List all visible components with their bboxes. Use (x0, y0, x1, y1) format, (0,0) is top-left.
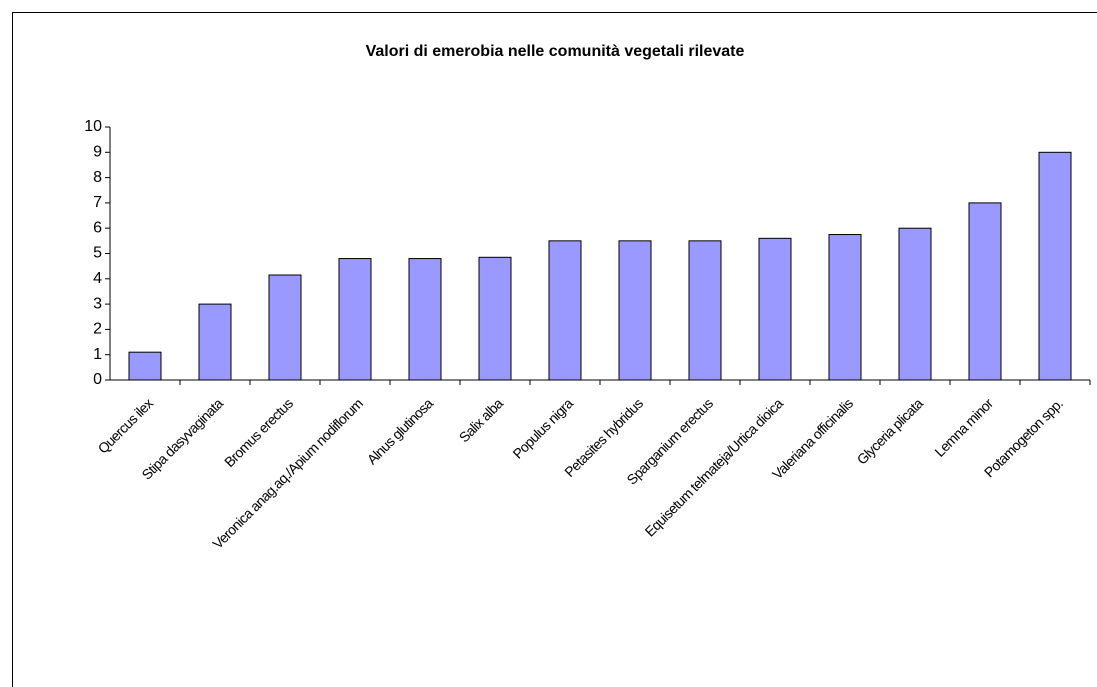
chart-title: Valori di emerobia nelle comunità vegeta… (366, 43, 745, 60)
y-tick-label: 9 (93, 144, 102, 161)
bar (618, 240, 652, 381)
y-tick-label: 4 (93, 270, 102, 287)
bar (1038, 151, 1072, 381)
y-tick-label: 6 (93, 219, 102, 236)
bar (268, 274, 302, 381)
y-tick-label: 0 (93, 371, 102, 388)
bar (548, 240, 582, 381)
bar (478, 256, 512, 381)
y-tick-label: 8 (93, 169, 102, 186)
bar (128, 351, 162, 381)
bar (828, 234, 862, 381)
bar (968, 202, 1002, 381)
bar (898, 227, 932, 381)
bar (198, 303, 232, 381)
bar (408, 258, 442, 381)
y-tick-label: 3 (93, 295, 102, 312)
y-tick-label: 1 (93, 346, 102, 363)
bar (758, 237, 792, 381)
bar (338, 258, 372, 381)
y-tick-label: 5 (93, 245, 102, 262)
bar (688, 240, 722, 381)
y-tick-label: 2 (93, 321, 102, 338)
y-tick-label: 10 (84, 118, 102, 135)
y-tick-label: 7 (93, 194, 102, 211)
